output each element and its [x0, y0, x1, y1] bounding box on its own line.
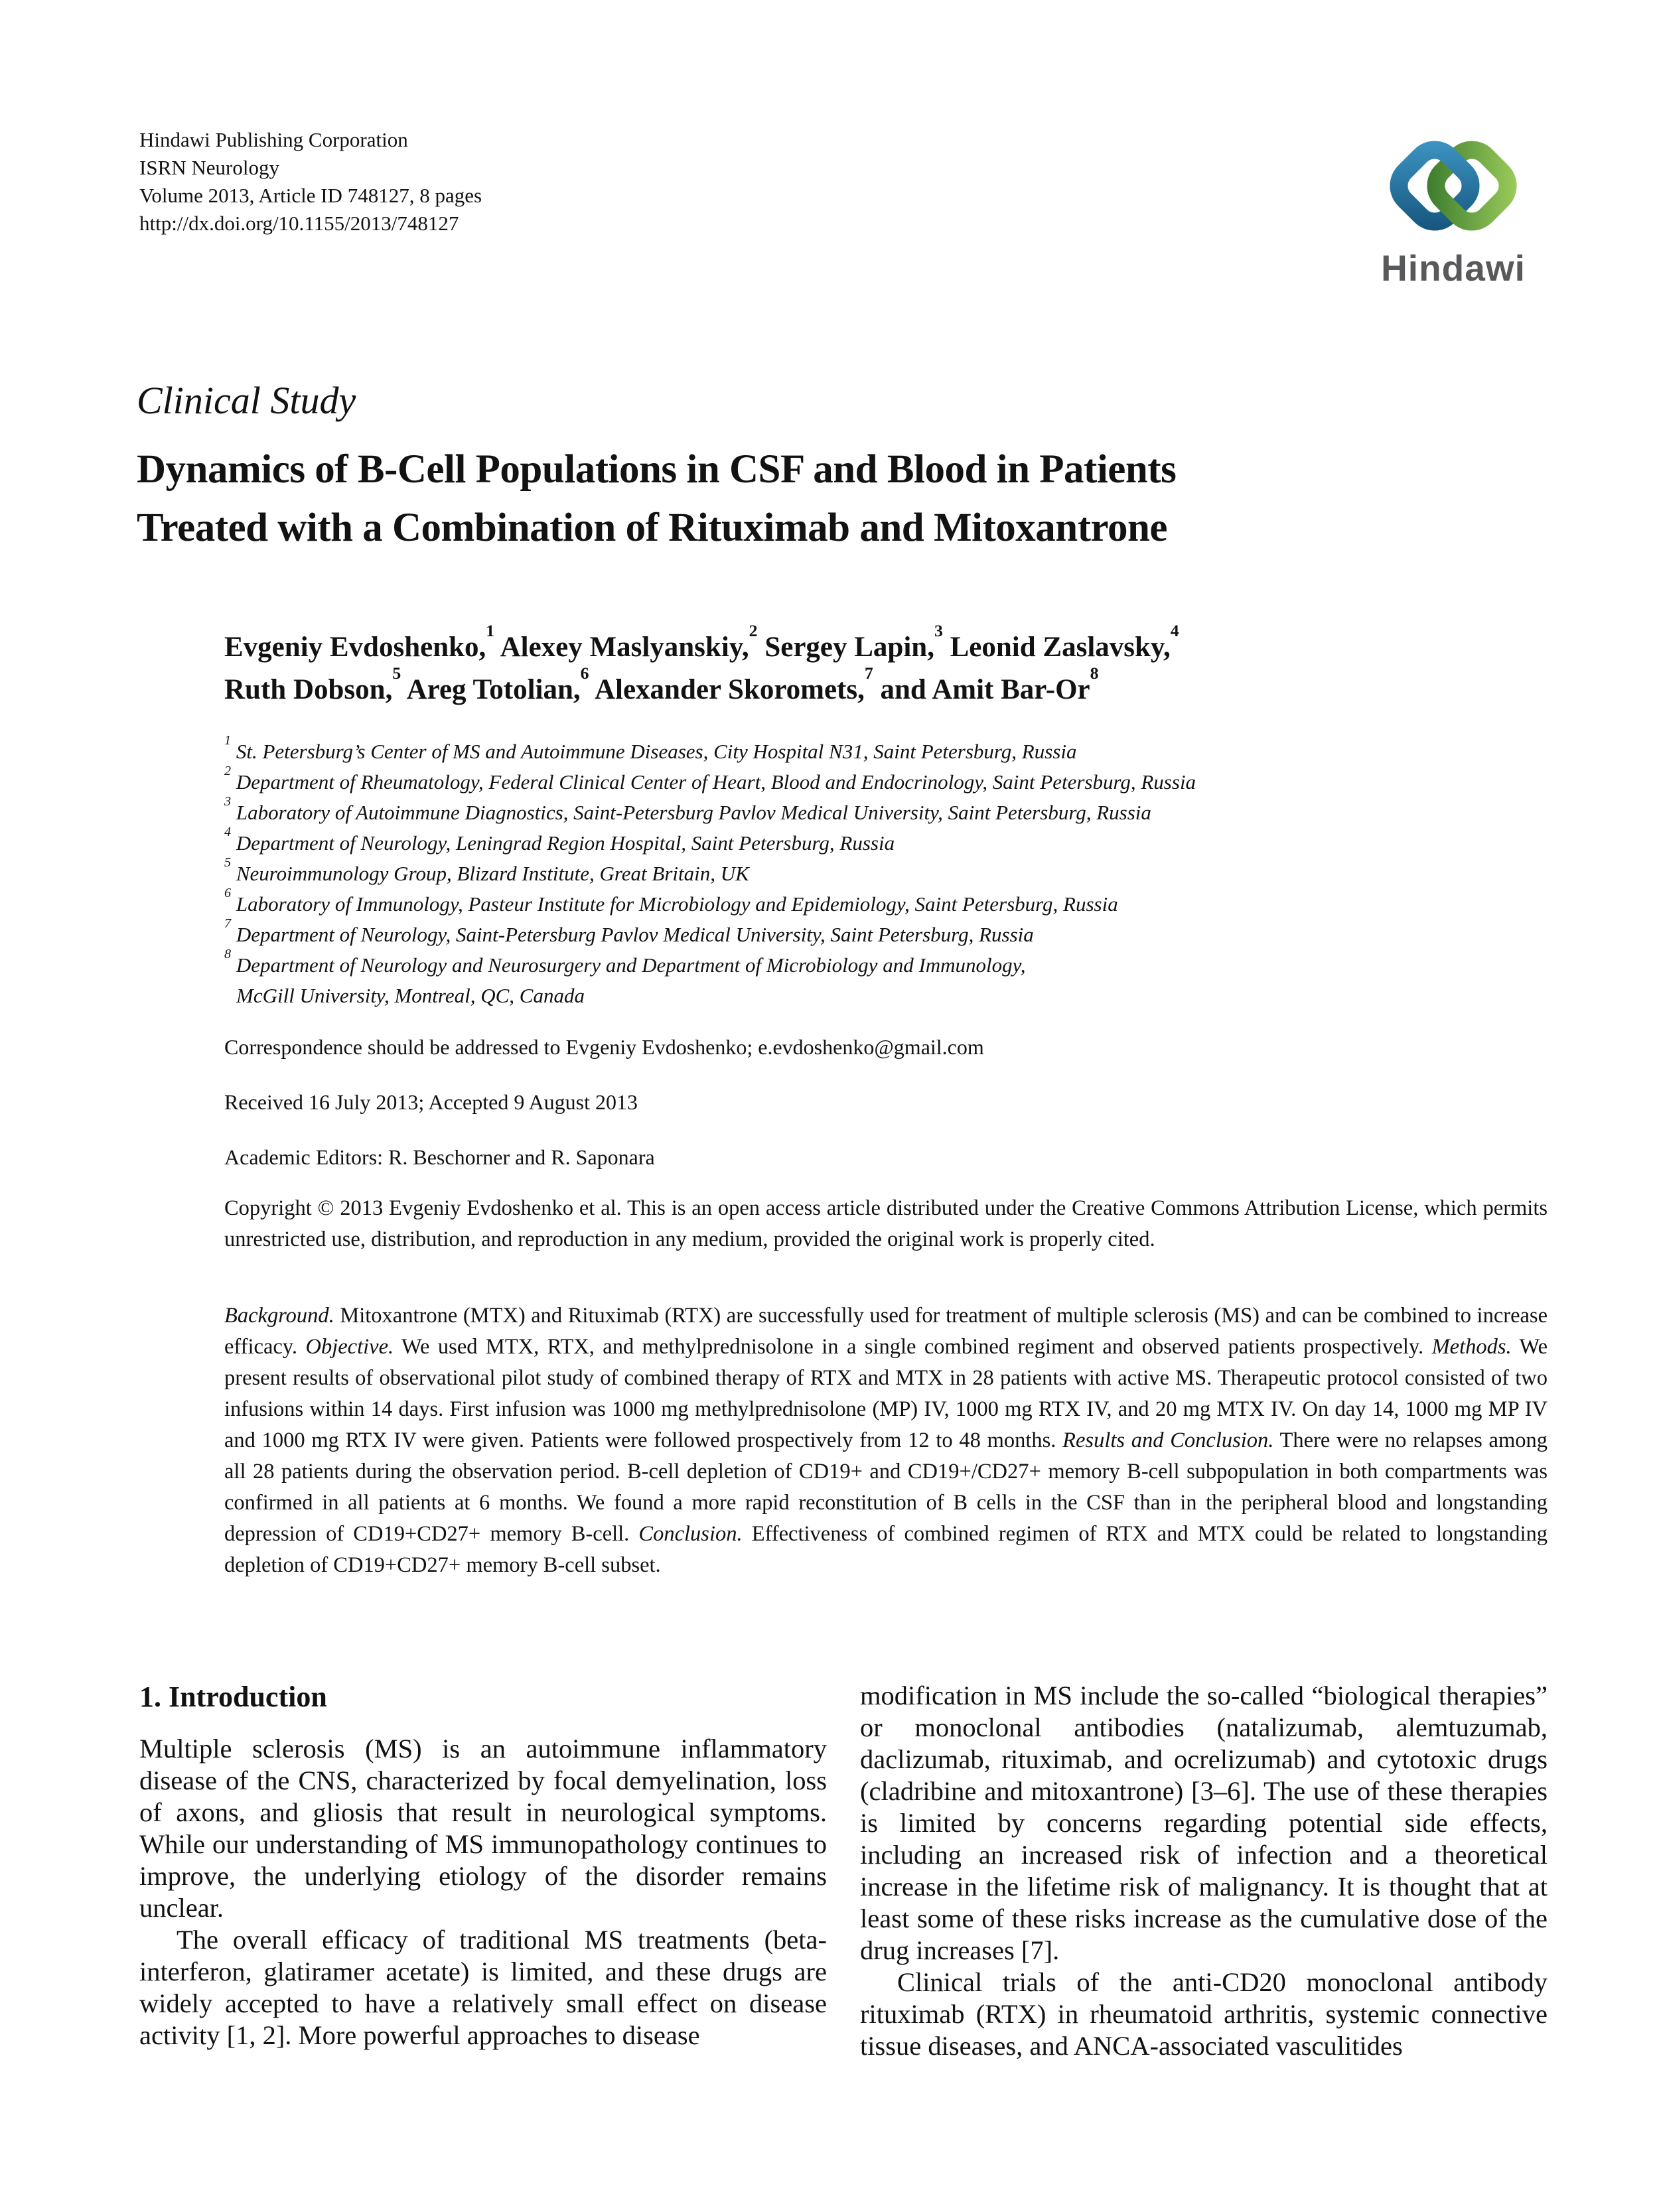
text-line: Treated with a Combination of Rituximab …: [137, 506, 1168, 550]
affiliation-number: 7: [224, 916, 232, 931]
affiliation: 4 Department of Neurology, Leningrad Reg…: [224, 824, 895, 855]
affiliation: 3 Laboratory of Autoimmune Diagnostics, …: [224, 794, 1151, 824]
abstract-segment: We present results of observational pilo…: [224, 1335, 1548, 1452]
academic-editors-line: Academic Editors: R. Beschorner and R. S…: [224, 1145, 655, 1169]
abstract-segment: Methods.: [1431, 1335, 1512, 1359]
affiliation-ref: 8: [1090, 663, 1099, 683]
authors-block: Evgeniy Evdoshenko,1 Alexey Maslyanskiy,…: [224, 621, 1551, 711]
body-paragraph: Multiple sclerosis (MS) is an autoimmune…: [139, 1734, 827, 1923]
affiliation-ref: 3: [934, 621, 943, 641]
affiliation: 2 Department of Rheumatology, Federal Cl…: [224, 763, 1196, 794]
hindawi-rings-icon: [1390, 141, 1517, 231]
affiliation-number: 3: [224, 794, 232, 809]
article-title: Dynamics of B-Cell Populations in CSF an…: [137, 441, 1557, 557]
affiliation-ref: 4: [1170, 621, 1179, 641]
body-paragraph: Clinical trials of the anti-CD20 monoclo…: [860, 1967, 1548, 2061]
affiliation: 7 Department of Neurology, Saint-Petersb…: [224, 916, 1034, 946]
publisher-block: Hindawi Publishing Corporation ISRN Neuro…: [139, 126, 482, 238]
affiliation-number: 8: [224, 946, 232, 961]
body-paragraph: modification in MS include the so-called…: [860, 1681, 1548, 1965]
abstract-segment: Objective.: [305, 1335, 394, 1359]
affiliation-number: 2: [224, 763, 232, 778]
article-type-label: Clinical Study: [137, 379, 356, 422]
text-line: Dynamics of B-Cell Populations in CSF an…: [137, 447, 1177, 492]
abstract-text: Background. Mitoxantrone (MTX) and Ritux…: [224, 1300, 1548, 1581]
affiliation-continuation: McGill University, Montreal, QC, Canada: [236, 984, 585, 1007]
text-line: Volume 2013, Article ID 748127, 8 pages: [139, 184, 482, 207]
abstract-segment: Background.: [224, 1304, 334, 1328]
affiliation: 5 Neuroimmunology Group, Blizard Institu…: [224, 855, 749, 885]
affiliation-ref: 6: [580, 663, 589, 683]
affiliation-ref: 1: [486, 621, 495, 641]
copyright-text: Copyright © 2013 Evgeniy Evdoshenko et a…: [224, 1196, 1548, 1251]
abstract-segment: Effectiveness of combined regimen of RTX…: [224, 1522, 1548, 1577]
hindawi-logo: Hindawi: [1380, 130, 1526, 289]
affiliations-block: 1 St. Petersburg’s Center of MS and Auto…: [224, 732, 1551, 1011]
affiliation-number: 5: [224, 855, 232, 870]
affiliation-number: 1: [224, 732, 232, 748]
abstract-segment: There were no relapses among all 28 pati…: [224, 1428, 1548, 1546]
text-line: http://dx.doi.org/10.1155/2013/748127: [139, 212, 459, 235]
affiliation: 1 St. Petersburg’s Center of MS and Auto…: [224, 732, 1077, 763]
affiliation: 8 Department of Neurology and Neurosurge…: [224, 946, 1551, 1011]
body-paragraph: The overall efficacy of traditional MS t…: [139, 1925, 827, 2050]
correspondence-line: Correspondence should be addressed to Ev…: [224, 1035, 984, 1059]
affiliation: 6 Laboratory of Immunology, Pasteur Inst…: [224, 885, 1118, 916]
affiliation-number: 4: [224, 824, 232, 839]
abstract-segment: Conclusion.: [638, 1522, 743, 1546]
intro-right-column: modification in MS include the so-called…: [860, 1680, 1548, 2062]
abstract-segment: We used MTX, RTX, and methylprednisolone…: [394, 1335, 1432, 1359]
text-line: Hindawi Publishing Corporation: [139, 128, 408, 151]
text-line: ISRN Neurology: [139, 156, 279, 179]
author-line: Evgeniy Evdoshenko,1 Alexey Maslyanskiy,…: [224, 621, 1179, 663]
abstract-segment: Results and Conclusion.: [1062, 1428, 1274, 1452]
section-heading-introduction: 1. Introduction: [139, 1681, 327, 1713]
hindawi-wordmark: Hindawi: [1381, 247, 1526, 289]
affiliation-number: 6: [224, 885, 232, 900]
affiliation-ref: 2: [749, 621, 758, 641]
intro-left-column: 1. Introduction Multiple sclerosis (MS) …: [139, 1680, 827, 2062]
affiliation-ref: 5: [392, 663, 401, 683]
author-line: Ruth Dobson,5 Areg Totolian,6 Alexander …: [224, 663, 1099, 705]
abstract-segment: Mitoxantrone (MTX) and Rituximab (RTX) a…: [224, 1304, 1548, 1359]
affiliation-ref: 7: [864, 663, 873, 683]
received-accepted-line: Received 16 July 2013; Accepted 9 August…: [224, 1090, 638, 1114]
introduction-section: 1. Introduction Multiple sclerosis (MS) …: [139, 1680, 1548, 2062]
